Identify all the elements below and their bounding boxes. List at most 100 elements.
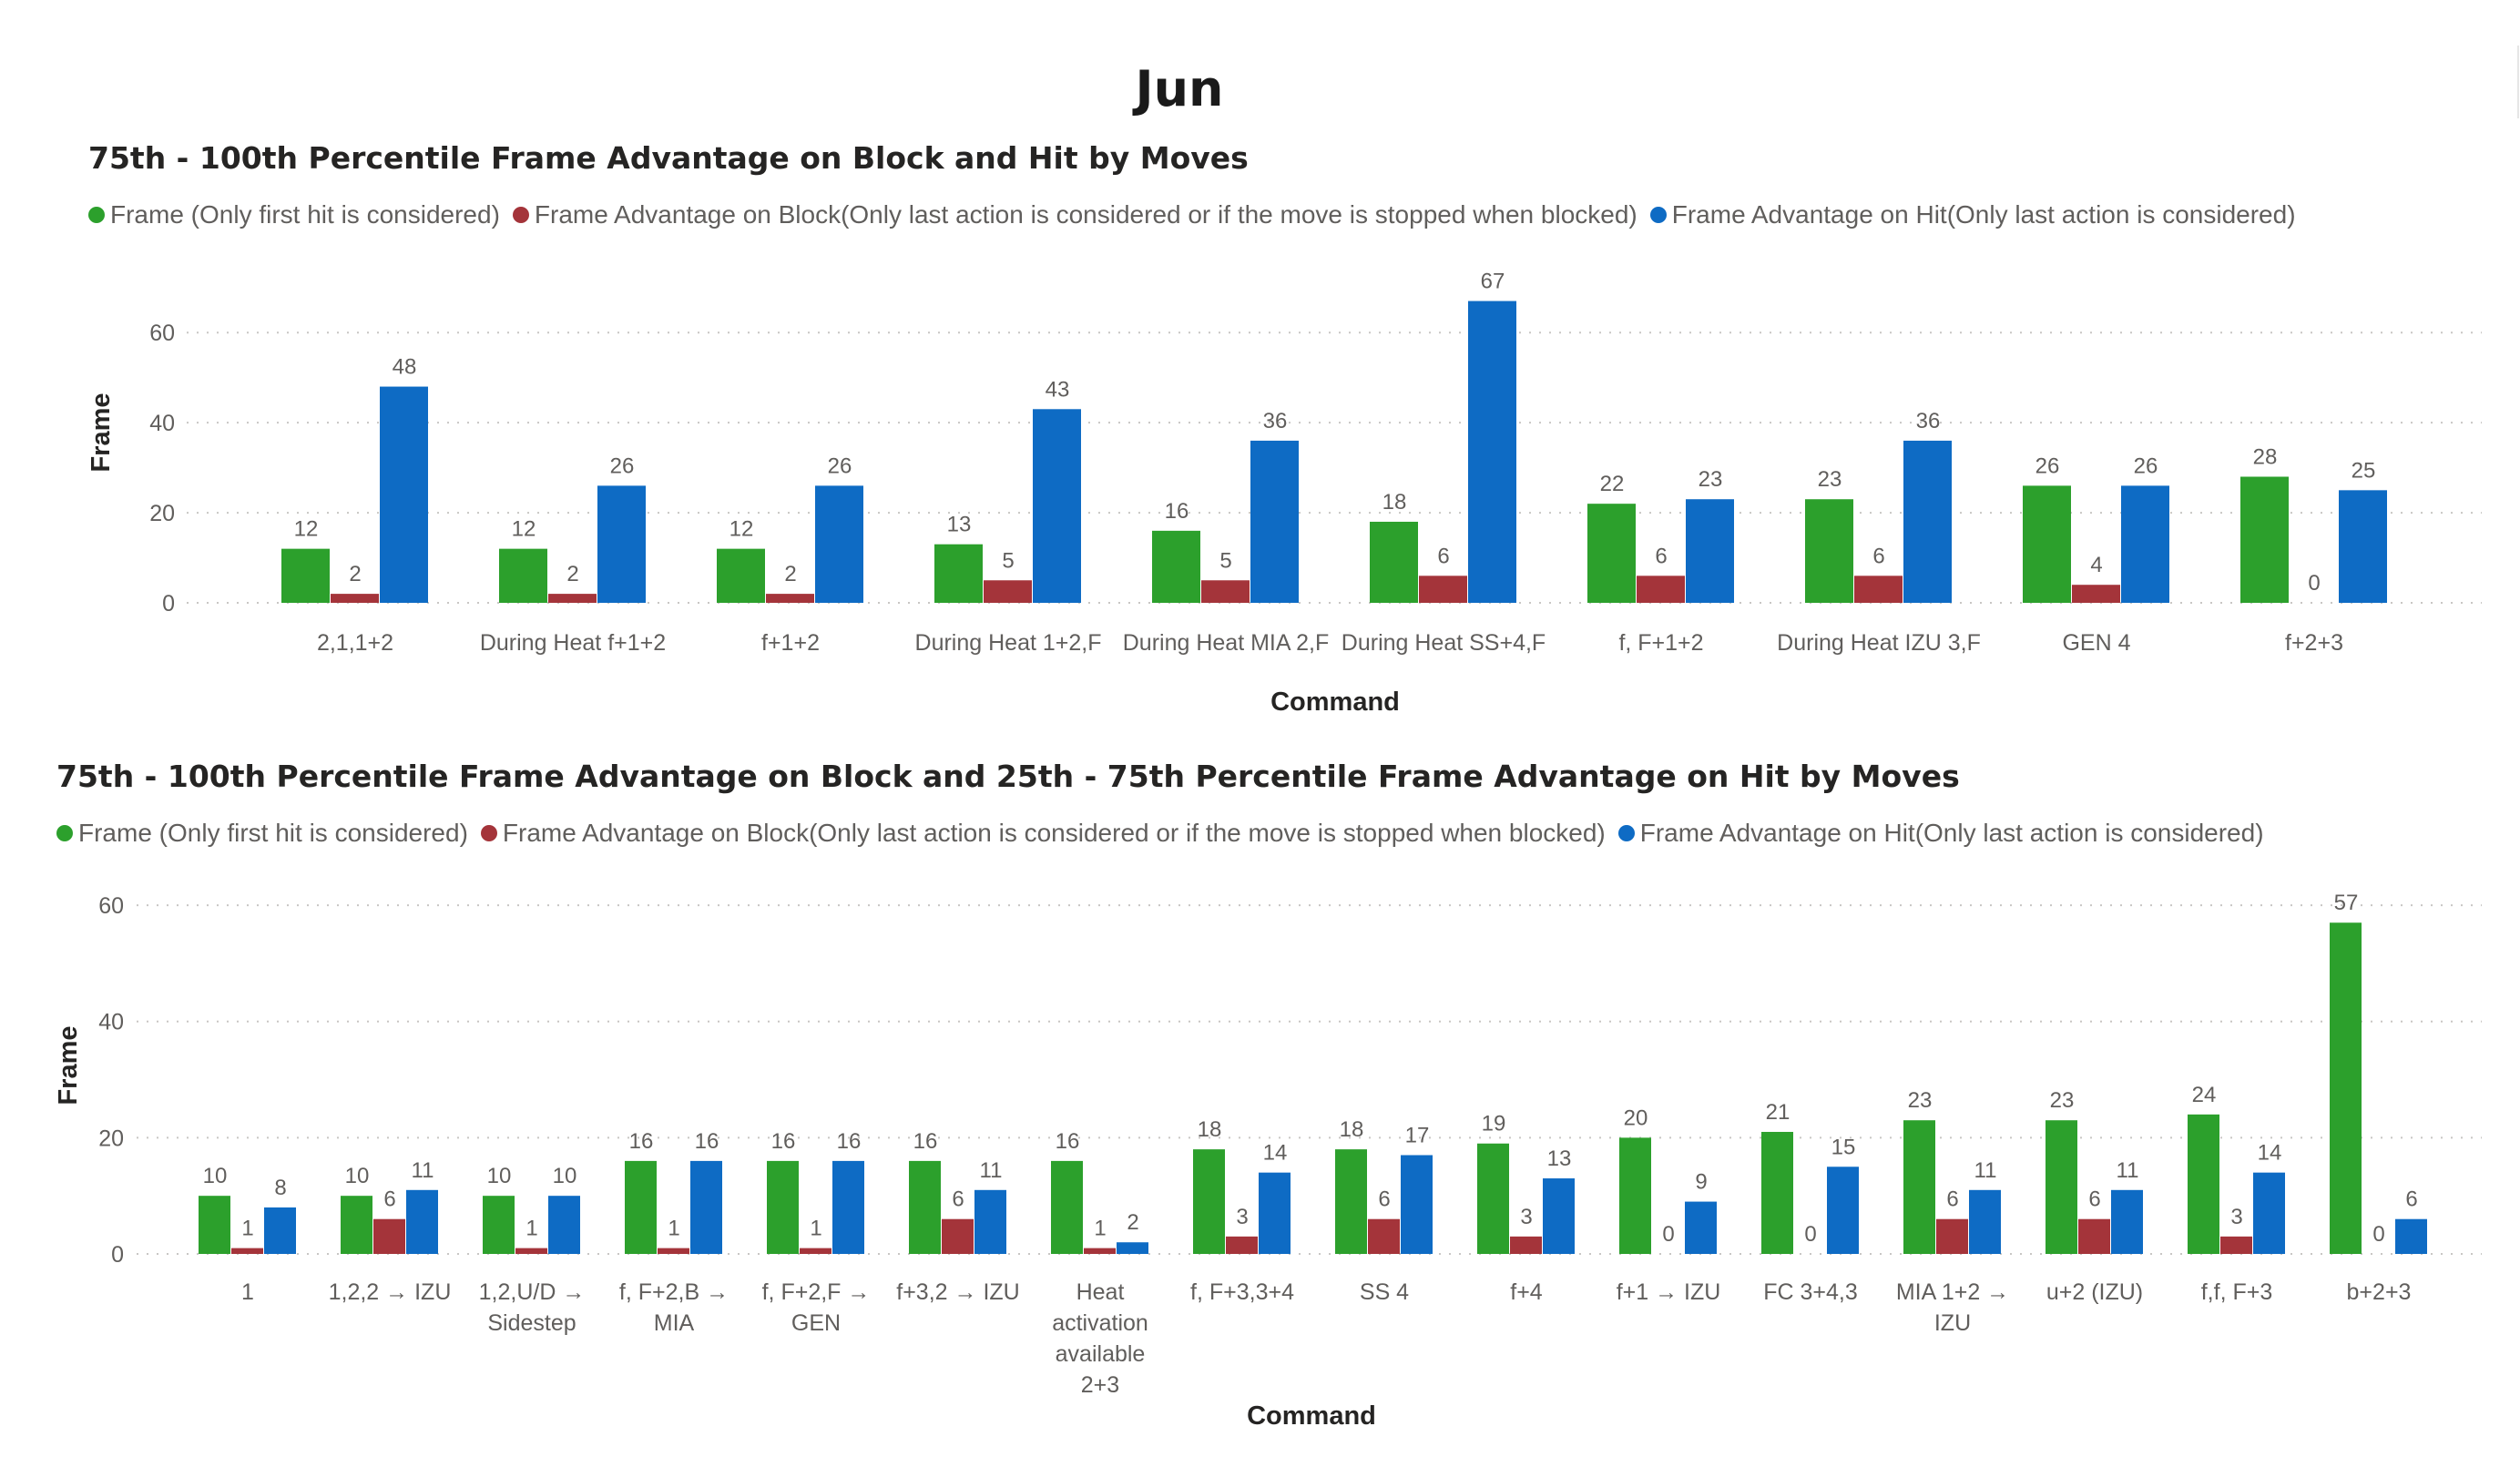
legend-label: Frame Advantage on Block(Only last actio… [502,819,1606,847]
bar [1827,1167,1859,1254]
bar [281,548,330,603]
x-tick-label: f+3,2 → IZU [896,1279,1019,1305]
bar [1685,1201,1717,1254]
bar [1117,1242,1148,1254]
bar [909,1160,941,1254]
legend-item-block[interactable]: Frame Advantage on Block(Only last actio… [512,200,1637,229]
data-label: 13 [1547,1146,1572,1171]
data-label: 36 [1916,409,1941,433]
data-label: 16 [837,1129,862,1154]
bar [1510,1236,1542,1254]
scroll-edge [2517,46,2519,118]
data-label: 18 [1340,1117,1364,1142]
y-tick-label: 40 [149,411,175,436]
x-tick-label: b+2+3 [2347,1279,2412,1305]
x-tick-label: SS 4 [1360,1279,1409,1305]
data-label: 8 [274,1176,286,1200]
data-label: 14 [2258,1141,2282,1166]
data-label: 23 [2050,1088,2075,1113]
data-label: 20 [1624,1105,1648,1130]
data-label: 0 [1662,1222,1674,1247]
data-label: 11 [412,1158,434,1183]
y-tick-label: 60 [149,321,175,346]
bar [1084,1248,1116,1254]
legend-label: Frame Advantage on Hit(Only last action … [1671,200,2296,229]
x-tick-label: FC 3+4,3 [1763,1279,1858,1305]
data-label: 16 [771,1129,796,1154]
legend-item-block[interactable]: Frame Advantage on Block(Only last actio… [480,819,1606,848]
legend-item-frame[interactable]: Frame (Only first hit is considered) [88,200,500,229]
x-tick-label: f, F+2,B → [619,1279,729,1305]
bar [1250,440,1299,603]
x-tick-label: 2+3 [1081,1372,1119,1398]
bar [199,1196,230,1254]
x-tick-label: f+4 [1510,1279,1543,1305]
data-label: 6 [383,1187,395,1212]
data-label: 3 [2230,1205,2242,1229]
legend-label: Frame (Only first hit is considered) [78,819,468,847]
x-tick-label: During Heat 1+2,F [915,630,1102,656]
bar [800,1248,831,1254]
legend-label: Frame (Only first hit is considered) [110,200,500,229]
data-label: 12 [512,517,536,542]
data-label: 22 [1600,472,1625,496]
legend-dot-red [512,207,529,223]
x-tick-label: GEN 4 [2062,630,2130,656]
data-label: 6 [1378,1187,1390,1212]
data-label: 43 [1046,377,1070,402]
data-label: 11 [2117,1158,2139,1183]
legend-item-hit[interactable]: Frame Advantage on Hit(Only last action … [1617,819,2264,848]
bar [2253,1172,2285,1254]
data-label: 0 [2308,571,2320,596]
bar [766,594,814,603]
data-label: 26 [2134,453,2158,478]
x-tick-label: During Heat MIA 2,F [1123,630,1329,656]
bar [1477,1143,1509,1254]
y-tick-label: 20 [98,1126,124,1151]
data-label: 1 [1094,1217,1106,1241]
x-tick-label: f, F+1+2 [1618,630,1703,656]
data-label: 16 [1165,499,1189,524]
bar [1033,409,1081,603]
bar [2395,1218,2427,1254]
bar [832,1160,864,1254]
x-tick-label: 1,2,2 → IZU [329,1279,452,1305]
data-label: 2 [784,562,796,586]
data-label: 5 [1219,548,1231,573]
data-label: 4 [2090,553,2102,577]
y-tick-label: 40 [98,1010,124,1035]
bar [2023,485,2071,603]
bar [2339,490,2387,603]
bar [1936,1218,1968,1254]
data-label: 12 [294,517,319,542]
x-tick-label: f+1+2 [761,630,820,656]
x-tick-label: available [1056,1341,1146,1367]
legend-item-frame[interactable]: Frame (Only first hit is considered) [56,819,468,848]
data-label: 1 [241,1217,253,1241]
data-label: 24 [2192,1083,2217,1107]
data-label: 57 [2334,891,2359,915]
data-label: 6 [952,1187,964,1212]
data-label: 9 [1695,1170,1707,1195]
bar [597,485,646,603]
legend-dot-blue [1649,207,1667,223]
bar [767,1160,799,1254]
y-tick-label: 60 [98,893,124,919]
data-label: 10 [553,1164,577,1188]
legend-item-hit[interactable]: Frame Advantage on Hit(Only last action … [1649,200,2296,229]
data-label: 6 [1655,544,1667,568]
bar [499,548,547,603]
y-axis-title: Frame [87,392,116,472]
data-label: 10 [487,1164,512,1188]
bar [231,1248,263,1254]
bar [1051,1160,1083,1254]
x-tick-label: f+1 → IZU [1617,1279,1721,1305]
data-label: 26 [828,453,852,478]
bar [2046,1120,2077,1254]
data-label: 5 [1002,548,1014,573]
data-label: 16 [913,1129,938,1154]
bar [373,1218,405,1254]
bar [1903,440,1952,603]
bar [1419,576,1467,603]
